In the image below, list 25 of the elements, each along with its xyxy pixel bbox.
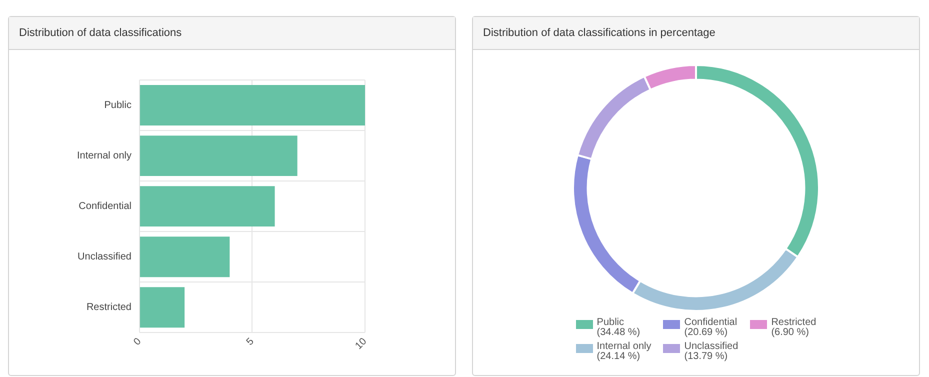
x-tick-label: 10 xyxy=(353,336,370,352)
data-label: (6.90 %) xyxy=(771,327,809,338)
legend-label: Unclassified xyxy=(684,341,738,352)
bar xyxy=(140,136,298,176)
x-tick-label: 0 xyxy=(132,336,144,348)
legend-label: Restricted xyxy=(771,317,816,328)
y-tick-label: Restricted xyxy=(86,302,132,314)
legend-label: Confidential xyxy=(684,317,738,328)
bar xyxy=(140,287,185,328)
data-label: (24.14 %) xyxy=(596,351,640,362)
legend-label: Public xyxy=(596,317,624,328)
legend-label: Internal only xyxy=(596,341,652,352)
y-tick-label: Internal only xyxy=(76,150,132,162)
x-tick-label: 5 xyxy=(244,336,257,348)
data-label: (34.48 %) xyxy=(596,327,640,338)
chart-title: Distribution of data classifications in percentage xyxy=(473,17,919,50)
y-tick-label: Unclassified xyxy=(78,252,132,263)
bar xyxy=(140,85,365,126)
data-label: (20.69 %) xyxy=(684,327,728,338)
y-tick-label: Confidential xyxy=(78,201,132,212)
y-tick-label: Public xyxy=(104,100,132,112)
chart-title: Distribution of data classifications xyxy=(9,17,455,50)
bar xyxy=(140,236,230,278)
bar xyxy=(140,186,275,227)
data-label: (13.79 %) xyxy=(684,351,728,362)
